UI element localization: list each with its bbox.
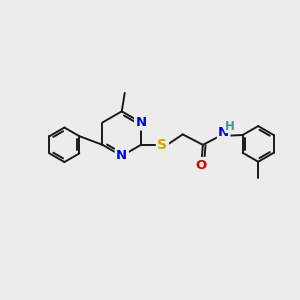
Text: N: N xyxy=(218,125,229,139)
Text: O: O xyxy=(196,158,207,172)
Text: N: N xyxy=(116,149,127,162)
Text: H: H xyxy=(225,120,235,133)
Text: S: S xyxy=(158,138,167,152)
Text: N: N xyxy=(136,116,147,129)
